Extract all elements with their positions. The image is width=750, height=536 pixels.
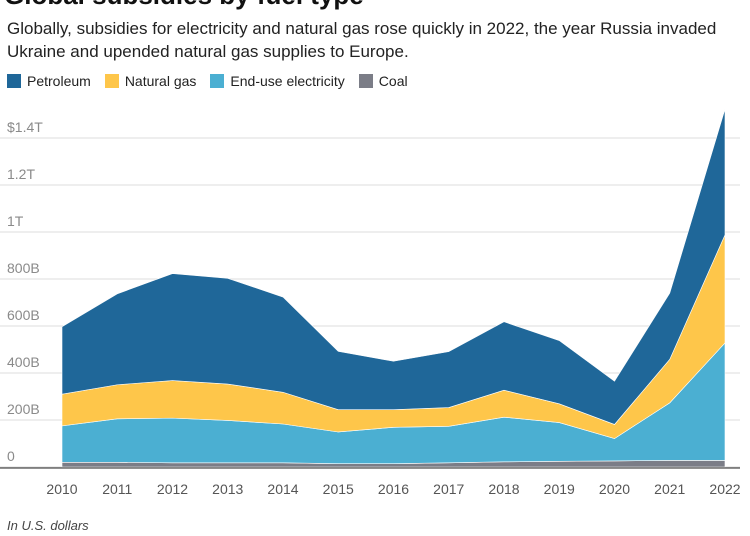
x-tick-label: 2015	[323, 481, 354, 497]
x-tick-label: 2013	[212, 481, 243, 497]
legend-item-petroleum: Petroleum	[7, 73, 91, 89]
x-tick-label: 2020	[599, 481, 630, 497]
x-tick-label: 2022	[709, 481, 740, 497]
chart-title: Global subsidies by fuel type	[0, 0, 750, 10]
units-note: In U.S. dollars	[7, 518, 89, 533]
x-tick-label: 2016	[378, 481, 409, 497]
y-tick-label: 200B	[7, 401, 40, 417]
y-tick-label: 0	[7, 448, 15, 464]
legend-item-natural-gas: Natural gas	[104, 73, 197, 89]
legend-label-end-use-electricity: End-use electricity	[230, 73, 345, 89]
legend-item-coal: Coal	[358, 73, 408, 89]
x-tick-label: 2010	[46, 481, 77, 497]
legend-label-natural-gas: Natural gas	[124, 73, 197, 89]
x-tick-label: 2011	[102, 481, 132, 497]
legend-swatch-coal	[358, 74, 373, 88]
legend-swatch-petroleum	[7, 74, 21, 88]
x-tick-label: 2017	[433, 481, 464, 497]
y-tick-label: 800B	[7, 260, 40, 276]
y-tick-label: 1.2T	[7, 166, 35, 182]
chart-subtitle: Globally, subsidies for electricity and …	[7, 19, 717, 61]
x-tick-label: 2018	[488, 481, 519, 497]
legend-label-petroleum: Petroleum	[27, 73, 91, 89]
y-tick-label: 1T	[7, 213, 24, 229]
x-tick-label: 2014	[267, 481, 298, 497]
y-tick-label: 400B	[7, 354, 40, 370]
legend-swatch-natural-gas	[104, 74, 119, 88]
x-tick-label: 2021	[654, 481, 685, 497]
x-tick-label: 2012	[157, 481, 188, 497]
legend-item-end-use-electricity: End-use electricity	[210, 73, 345, 89]
legend-label-coal: Coal	[378, 73, 408, 89]
y-tick-label: $1.4T	[7, 119, 43, 135]
area-petroleum	[61, 109, 726, 425]
legend: Petroleum Natural gas End-use electricit…	[7, 73, 422, 89]
legend-swatch-end-use-electricity	[210, 74, 225, 88]
y-tick-label: 600B	[7, 307, 40, 323]
x-tick-label: 2019	[544, 481, 575, 497]
